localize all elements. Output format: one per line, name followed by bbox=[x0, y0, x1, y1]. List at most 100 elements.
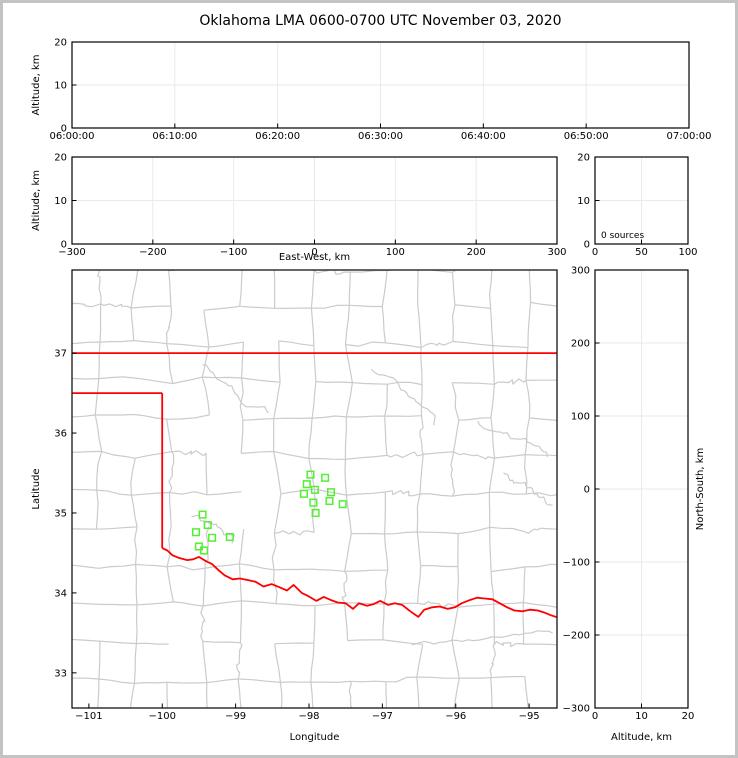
panel-map-frame bbox=[71, 269, 558, 709]
county-line bbox=[384, 492, 386, 535]
county-line bbox=[489, 491, 527, 495]
lma-station-marker bbox=[200, 546, 209, 555]
county-line bbox=[457, 603, 494, 608]
y-tick-label: 10 bbox=[577, 196, 590, 207]
county-line bbox=[208, 341, 244, 348]
county-line bbox=[490, 677, 493, 708]
lma-station-marker bbox=[208, 533, 217, 542]
county-line bbox=[452, 491, 490, 497]
county-line bbox=[278, 340, 281, 383]
county-line bbox=[308, 457, 346, 460]
county-line bbox=[524, 527, 557, 534]
county-line bbox=[205, 563, 240, 569]
county-line bbox=[416, 677, 420, 708]
county-line bbox=[171, 450, 207, 457]
county-line bbox=[526, 492, 557, 497]
y-tick-label: 10 bbox=[54, 81, 67, 92]
county-line bbox=[491, 566, 526, 573]
county-line bbox=[384, 415, 422, 417]
county-line bbox=[523, 643, 557, 646]
county-line bbox=[206, 678, 239, 684]
x-tick-label: 0 bbox=[592, 711, 598, 722]
lma-station-marker bbox=[299, 489, 308, 498]
county-line bbox=[452, 420, 460, 452]
county-line bbox=[528, 270, 532, 303]
county-line bbox=[72, 638, 100, 642]
x-tick-label: 06:10:00 bbox=[152, 131, 197, 142]
county-line bbox=[202, 641, 208, 683]
county-line bbox=[166, 681, 207, 684]
county-line bbox=[98, 342, 101, 379]
county-line bbox=[72, 677, 99, 680]
county-line bbox=[203, 600, 242, 607]
county-line bbox=[420, 340, 454, 349]
county-line bbox=[96, 526, 138, 530]
county-line bbox=[95, 490, 99, 530]
county-line bbox=[492, 345, 528, 349]
county-line bbox=[451, 606, 459, 640]
county-line bbox=[136, 642, 169, 645]
county-line bbox=[416, 531, 422, 566]
county-line bbox=[493, 604, 495, 645]
county-line bbox=[202, 376, 242, 379]
county-line bbox=[169, 491, 208, 496]
lma-station-marker bbox=[310, 485, 319, 494]
county-line bbox=[238, 678, 281, 683]
y-tick-label: 35 bbox=[54, 508, 67, 519]
county-line bbox=[205, 453, 208, 495]
county-line bbox=[72, 302, 101, 308]
county-line bbox=[525, 454, 557, 457]
county-line bbox=[417, 304, 422, 348]
county-line bbox=[135, 564, 138, 605]
county-line bbox=[133, 643, 137, 684]
county-line bbox=[280, 681, 311, 683]
county-line bbox=[493, 378, 527, 385]
county-line bbox=[344, 344, 353, 383]
county-line bbox=[494, 454, 526, 459]
county-boundaries bbox=[60, 262, 557, 708]
county-line bbox=[345, 382, 353, 418]
county-line bbox=[416, 676, 460, 679]
map-y-axis-label: Latitude bbox=[31, 468, 42, 509]
county-line bbox=[136, 601, 174, 606]
county-line bbox=[134, 681, 167, 684]
county-line bbox=[310, 568, 345, 572]
county-line bbox=[488, 458, 496, 493]
county-line bbox=[347, 639, 383, 642]
county-line bbox=[133, 340, 167, 345]
x-tick-label: −101 bbox=[75, 711, 102, 722]
county-line bbox=[458, 417, 491, 421]
county-line bbox=[99, 340, 134, 343]
county-line bbox=[382, 604, 385, 640]
county-line bbox=[451, 304, 456, 342]
county-line bbox=[271, 533, 277, 570]
county-line bbox=[97, 678, 100, 708]
y-tick-label: 34 bbox=[54, 588, 67, 599]
y-tick-label: −300 bbox=[563, 704, 590, 715]
county-line bbox=[241, 600, 277, 605]
map-x-axis-label: Longitude bbox=[290, 732, 340, 743]
county-line bbox=[525, 380, 531, 418]
x-tick-label: 50 bbox=[635, 247, 648, 258]
x-tick-label: 06:20:00 bbox=[255, 131, 300, 142]
county-line bbox=[384, 416, 388, 456]
county-line bbox=[313, 605, 316, 644]
county-line bbox=[60, 529, 66, 565]
county-line bbox=[419, 415, 424, 455]
county-line bbox=[273, 569, 278, 604]
lma-stations bbox=[191, 470, 347, 555]
county-line bbox=[98, 641, 101, 680]
county-line bbox=[350, 680, 386, 683]
county-line bbox=[130, 495, 138, 527]
county-line bbox=[490, 417, 496, 459]
county-line bbox=[203, 310, 210, 348]
county-line bbox=[242, 262, 274, 266]
county-line bbox=[130, 270, 139, 309]
county-line bbox=[452, 382, 495, 385]
county-line bbox=[135, 451, 172, 459]
county-line bbox=[346, 415, 385, 418]
county-line bbox=[239, 377, 244, 421]
river-line bbox=[411, 630, 553, 646]
county-line bbox=[524, 676, 529, 708]
sources-count-annotation: 0 sources bbox=[601, 231, 644, 241]
